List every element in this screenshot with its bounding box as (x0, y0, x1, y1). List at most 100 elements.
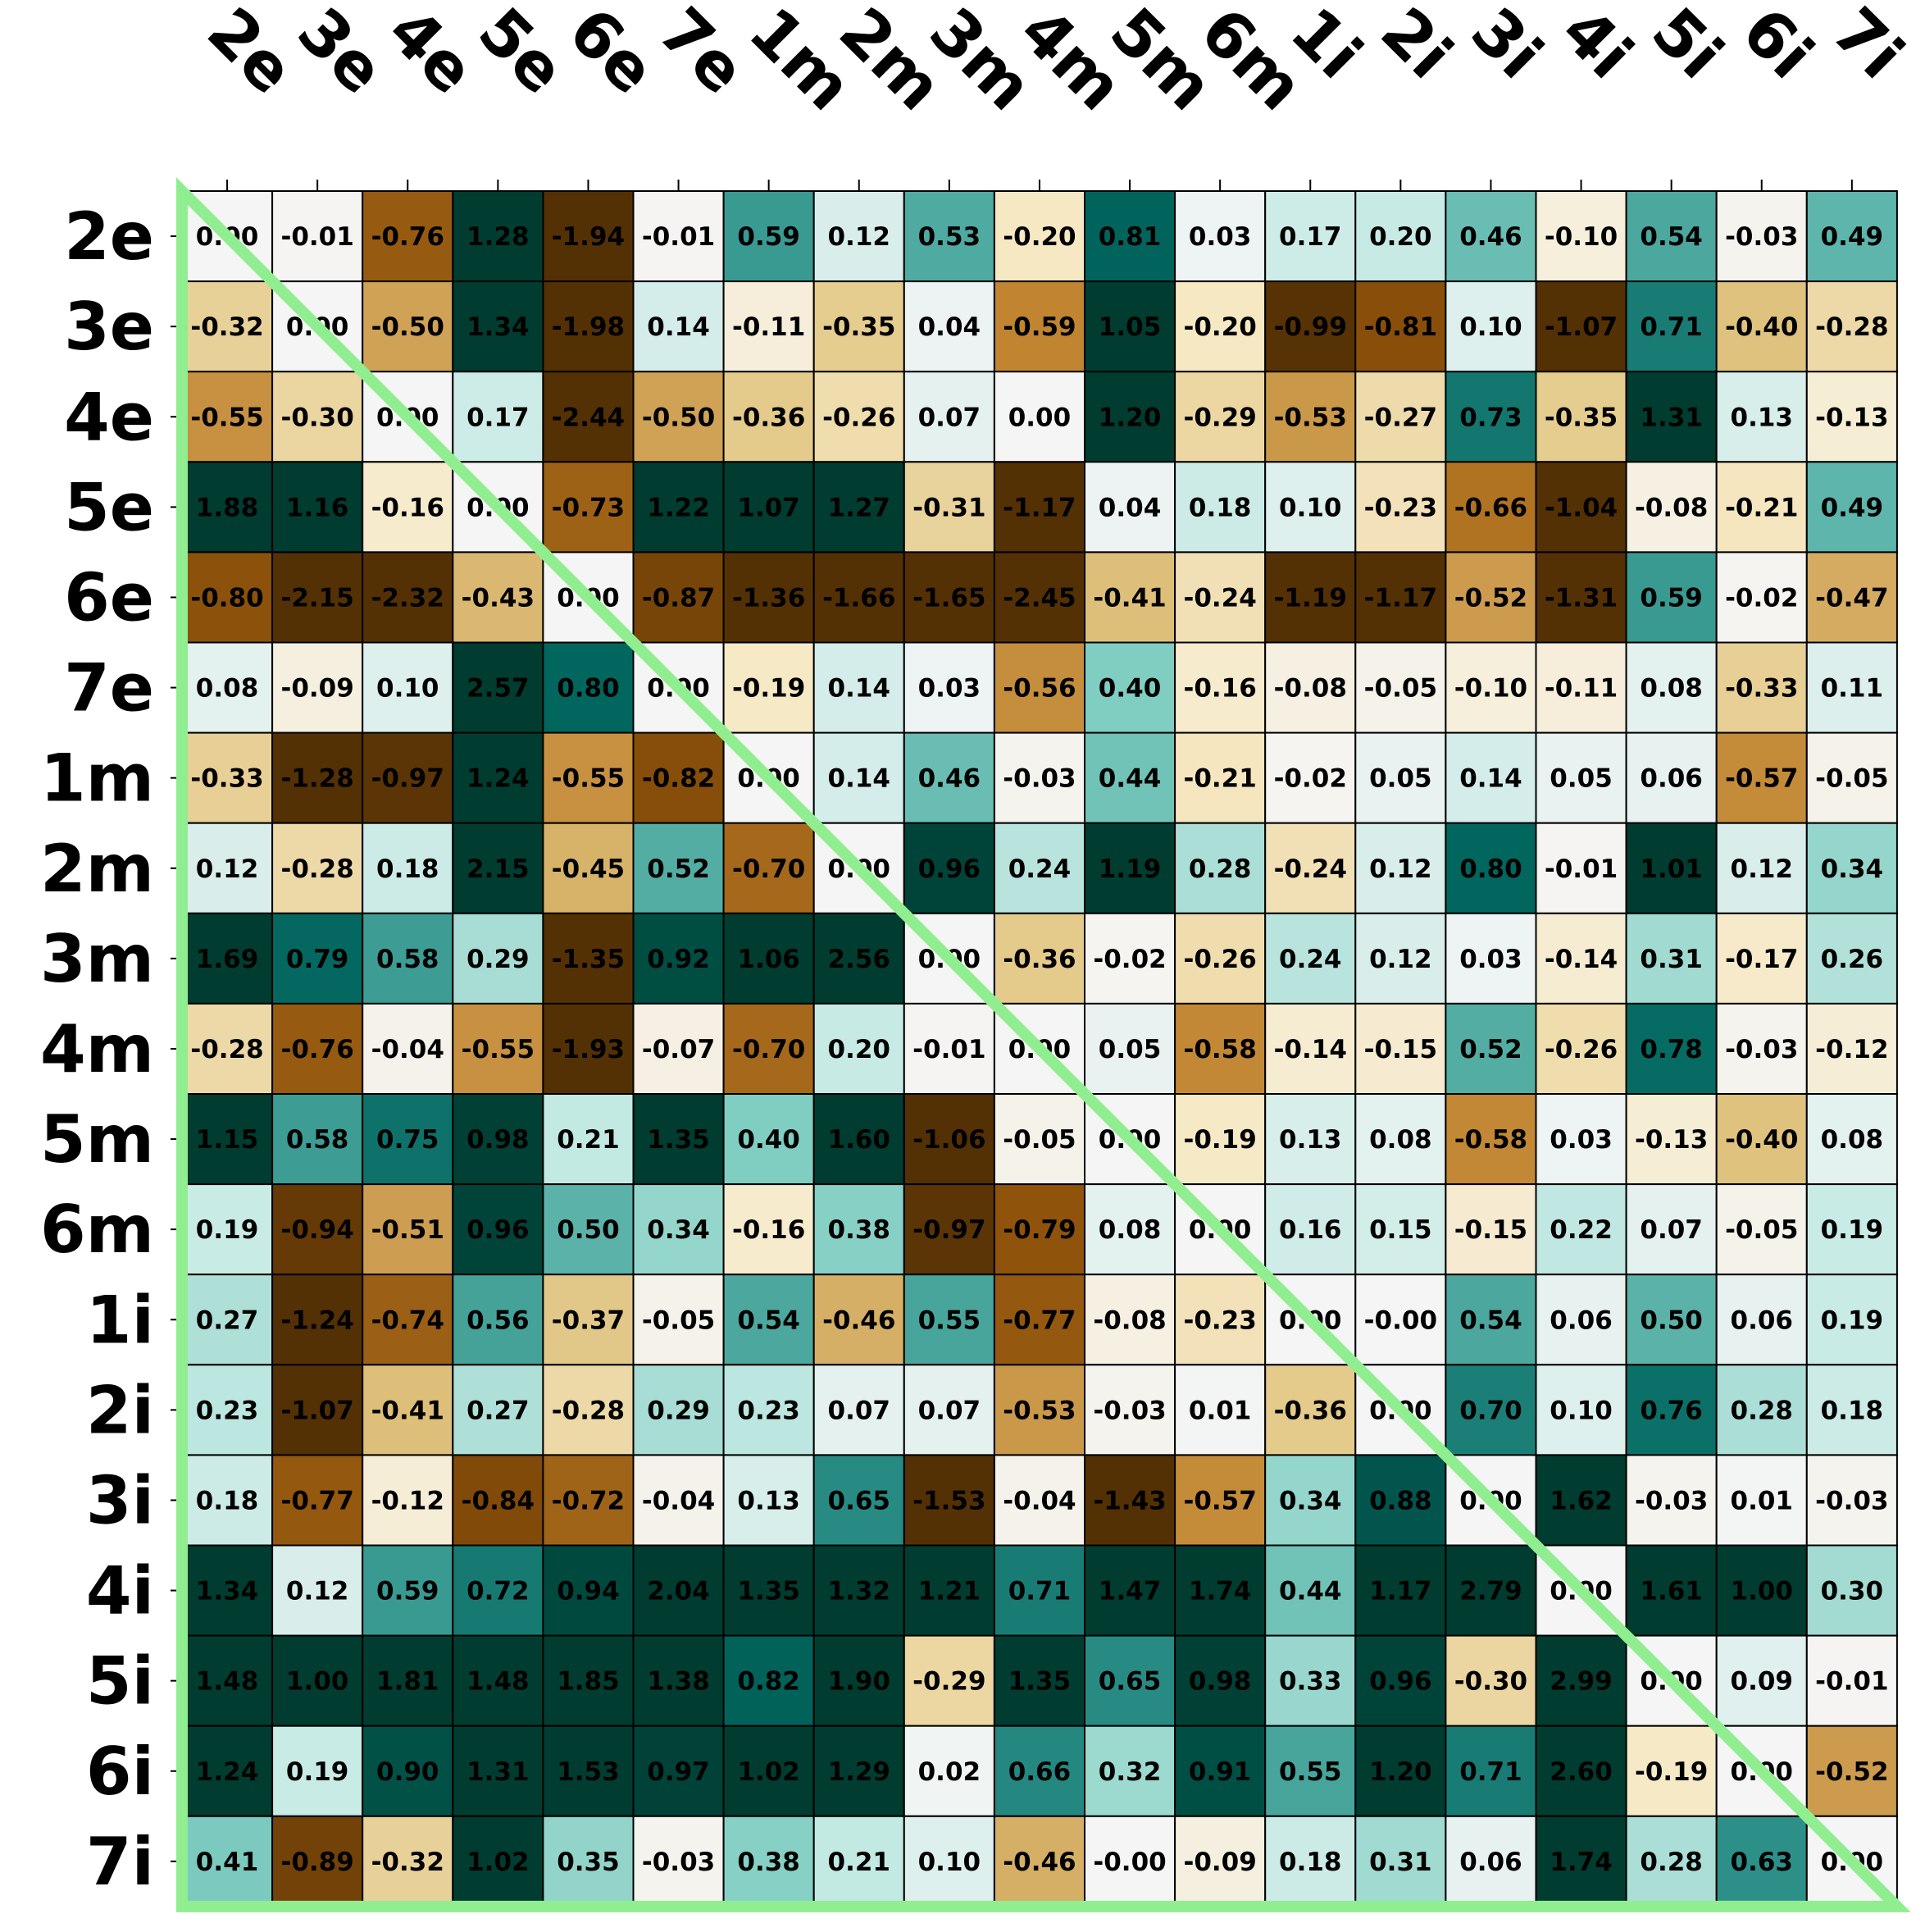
cell-value-label: 0.19 (286, 1757, 349, 1787)
cell-value-label: 0.24 (1008, 854, 1072, 884)
cell-value-label: 0.31 (1369, 1848, 1432, 1877)
cell-value-label: 0.75 (376, 1125, 439, 1155)
heatmap-cell (181, 1274, 274, 1366)
cell-value-label: -0.36 (1003, 945, 1076, 974)
cell-value-label: -0.37 (552, 1305, 625, 1335)
cell-value-label: 0.10 (1459, 312, 1522, 342)
cell-value-label: 1.00 (1731, 1577, 1794, 1606)
heatmap-cell (1174, 1634, 1267, 1727)
cell-value-label: 0.31 (1640, 945, 1703, 974)
cell-value-label: 1.20 (1369, 1757, 1432, 1787)
cell-value-label: 0.10 (376, 674, 439, 704)
cell-value-label: -0.02 (1274, 764, 1347, 794)
heatmap-cell (542, 1002, 635, 1096)
y-axis: 2e 3e 4e 5e 6e 7e 1m 2m 3m 4m 5m 6m 1i 2i 3i 4i 5i 6i 7i (40, 198, 182, 1900)
cell-value-label: 0.22 (1550, 1215, 1613, 1245)
heatmap-cell (1084, 1183, 1176, 1276)
cell-value-label: 0.10 (918, 1848, 981, 1877)
cell-value-label: -0.55 (552, 764, 625, 794)
cell-value-label: -0.24 (1274, 854, 1347, 884)
heatmap-cell (1715, 1274, 1808, 1366)
heatmap-cell (812, 1274, 905, 1366)
cell-value-label: -0.24 (1183, 583, 1256, 613)
heatmap-cell (181, 371, 274, 463)
heatmap-cell (362, 1544, 454, 1637)
heatmap-cell (452, 1093, 544, 1186)
y-tick-label: 5e (64, 469, 154, 545)
cell-value-label: 1.62 (1550, 1486, 1613, 1515)
cell-value-label: -0.81 (1364, 312, 1437, 342)
heatmap-cell (1715, 1002, 1808, 1096)
cell-value-label: -0.72 (552, 1486, 625, 1515)
cell-value-label: 0.13 (1731, 403, 1794, 432)
heatmap-cell (1264, 1725, 1357, 1817)
heatmap-cell (903, 1274, 995, 1366)
heatmap-cell (1625, 1093, 1718, 1186)
cell-value-label: 0.15 (1369, 1215, 1432, 1245)
heatmap-cell (993, 1634, 1086, 1727)
cell-value-label: 0.19 (1821, 1305, 1884, 1335)
cell-value-label: 0.07 (918, 403, 981, 432)
cell-value-label: 2.57 (466, 674, 530, 704)
x-tick-label: 4i (1547, 0, 1646, 93)
cell-value-label: -0.70 (732, 1035, 805, 1064)
heatmap-cell (271, 1183, 364, 1276)
heatmap-cell (903, 280, 995, 373)
cell-value-label: 0.40 (1099, 674, 1162, 704)
heatmap-cell (1535, 1002, 1627, 1096)
heatmap-cell (722, 1183, 815, 1276)
heatmap-cell (1715, 1183, 1808, 1276)
heatmap-cell (452, 641, 544, 734)
heatmap-cell (993, 1183, 1086, 1276)
cell-value-label: 0.19 (196, 1215, 259, 1245)
heatmap-cell (1625, 822, 1718, 914)
x-tick-label: 6i (1727, 0, 1827, 93)
heatmap-cell (903, 371, 995, 463)
heatmap-cell (452, 1634, 544, 1727)
heatmap-cell (542, 1093, 635, 1186)
heatmap-cell (452, 1364, 544, 1456)
heatmap-cell (1805, 731, 1898, 824)
y-tick-label: 5m (40, 1101, 154, 1178)
cell-value-label: -0.76 (371, 222, 444, 252)
cell-value-label: 0.03 (1550, 1125, 1613, 1155)
cell-value-label: 0.18 (376, 854, 439, 884)
cell-value-label: 0.41 (196, 1848, 259, 1877)
heatmap-cell (1805, 1093, 1898, 1186)
cell-value-label: 1.60 (828, 1125, 891, 1155)
cell-value-label: 1.35 (1008, 1667, 1072, 1697)
heatmap-cell (1174, 1364, 1267, 1456)
heatmap-cell (1715, 1454, 1808, 1547)
cell-value-label: 0.09 (1731, 1667, 1794, 1697)
cell-value-label: -0.89 (280, 1848, 353, 1877)
heatmap-cell (632, 1454, 725, 1547)
cell-value-label: -1.65 (912, 583, 985, 613)
heatmap-cell (362, 1815, 454, 1907)
cell-value-label: 0.05 (1099, 1035, 1162, 1064)
cell-value-label: -0.40 (1725, 1125, 1798, 1155)
cell-value-label: -0.12 (1815, 1035, 1888, 1064)
cell-value-label: 0.82 (737, 1667, 800, 1697)
heatmap-cell (993, 461, 1086, 554)
heatmap-cell (812, 641, 905, 734)
cell-value-label: 0.80 (1459, 854, 1522, 884)
cell-value-label: 0.17 (466, 403, 530, 432)
cell-value-label: 0.13 (1279, 1125, 1342, 1155)
cell-value-label: 0.18 (1189, 493, 1252, 522)
heatmap-cell (1264, 822, 1357, 914)
heatmap-cell (1354, 1815, 1447, 1907)
cell-value-label: 0.58 (376, 945, 439, 974)
cell-value-label: 0.07 (1640, 1215, 1703, 1245)
cell-value-label: -1.04 (1545, 493, 1618, 522)
heatmap-cell (271, 1002, 364, 1096)
cell-value-label: 1.35 (737, 1577, 800, 1606)
heatmap-cell (1805, 1725, 1898, 1817)
cell-value-label: 0.18 (1279, 1848, 1342, 1877)
cell-value-label: -0.33 (190, 764, 263, 794)
cell-value-label: 0.72 (466, 1577, 530, 1606)
cell-value-label: 0.94 (557, 1577, 620, 1606)
cell-value-label: -0.03 (1635, 1486, 1708, 1515)
cell-value-label: 1.47 (1099, 1577, 1162, 1606)
cell-value-label: -0.13 (1815, 403, 1888, 432)
cell-value-label: 1.35 (647, 1125, 710, 1155)
